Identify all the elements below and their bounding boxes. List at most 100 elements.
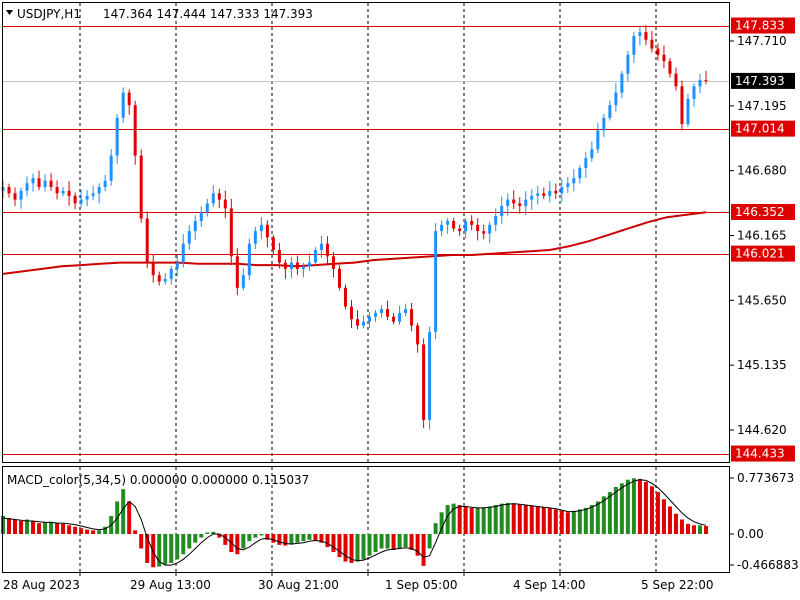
- candle-body: [91, 193, 95, 196]
- macd-bar: [277, 534, 282, 545]
- candle-body: [674, 73, 678, 87]
- macd-bar: [79, 528, 84, 534]
- candle-body: [434, 231, 438, 332]
- macd-bar: [595, 501, 600, 534]
- macd-bar: [421, 534, 426, 566]
- candle-body: [524, 199, 528, 206]
- macd-bar: [469, 507, 474, 534]
- macd-bar: [367, 534, 372, 556]
- candle-body: [223, 199, 227, 209]
- macd-bar: [187, 534, 192, 549]
- macd-bar: [625, 479, 630, 534]
- candle-body: [494, 215, 498, 225]
- horizontal-levels: [3, 26, 730, 455]
- macd-bar: [439, 512, 444, 534]
- macd-bar: [415, 534, 420, 556]
- macd-axis: 0.773673 0.00 -0.466883: [730, 471, 799, 572]
- candle-body: [295, 262, 299, 269]
- candle-body: [19, 190, 23, 200]
- candle-body: [61, 190, 65, 194]
- macd-bar: [247, 534, 252, 542]
- macd-bar: [385, 534, 390, 549]
- candle-body: [13, 193, 17, 200]
- candle-body: [482, 231, 486, 234]
- macd-bar: [475, 507, 480, 534]
- price-tick-label: 146.680: [737, 164, 787, 178]
- candle-body: [55, 187, 59, 194]
- macd-bar: [241, 534, 246, 549]
- macd-bar: [133, 530, 138, 534]
- macd-bar: [637, 478, 642, 534]
- macd-bar: [463, 506, 468, 534]
- macd-bar: [523, 505, 528, 534]
- macd-bar: [253, 534, 258, 538]
- macd-bar: [103, 526, 108, 534]
- price-tick-label: 146.165: [737, 229, 787, 243]
- macd-bar: [403, 534, 408, 548]
- candle-body: [283, 262, 287, 269]
- candle-body: [97, 187, 101, 194]
- candle-body: [428, 331, 432, 420]
- macd-histogram: [1, 478, 708, 568]
- macd-bar: [583, 507, 588, 534]
- candle-body: [422, 344, 426, 420]
- macd-signal-path: [2, 479, 707, 566]
- macd-bar: [235, 534, 240, 555]
- macd-bar: [283, 534, 288, 546]
- candle-body: [542, 193, 546, 196]
- candle-body: [277, 249, 281, 263]
- macd-bar: [511, 503, 516, 534]
- grid-lines: [79, 3, 657, 572]
- macd-bar: [169, 534, 174, 563]
- macd-bar: [157, 534, 162, 567]
- macd-bar: [667, 506, 672, 534]
- macd-bar: [43, 522, 48, 534]
- macd-bar: [601, 496, 606, 534]
- moving-average: [2, 211, 707, 275]
- price-tick-label: 144.620: [737, 423, 787, 437]
- candle-body: [620, 73, 624, 93]
- macd-panel-frame: [2, 466, 730, 573]
- macd-bar: [427, 534, 432, 549]
- macd-bar: [145, 534, 150, 563]
- macd-bar: [271, 534, 276, 543]
- candle-body: [506, 199, 510, 206]
- macd-bar: [199, 534, 204, 538]
- candle-body: [374, 312, 378, 317]
- macd-bar: [127, 501, 132, 534]
- time-tick-label: 5 Sep 22:00: [641, 578, 713, 592]
- macd-signal-line: [2, 479, 707, 566]
- candle-body: [79, 199, 83, 204]
- candle-body: [25, 183, 29, 191]
- macd-bar: [97, 530, 102, 534]
- candle-body: [265, 224, 269, 238]
- candle-body: [301, 266, 305, 269]
- candle-body: [368, 316, 372, 322]
- candle-body: [217, 193, 221, 200]
- macd-bar: [697, 525, 702, 534]
- macd-bar: [289, 534, 294, 545]
- candle-body: [31, 178, 35, 184]
- macd-bar: [685, 523, 690, 534]
- candle-body: [608, 105, 612, 118]
- candle-body: [349, 306, 353, 320]
- candle-body: [476, 224, 480, 232]
- candle-body: [416, 325, 420, 345]
- candle-body: [7, 187, 11, 194]
- macd-bar: [655, 492, 660, 534]
- macd-bar: [499, 503, 504, 534]
- level-tag-label: 144.433: [735, 447, 785, 461]
- candle-body: [289, 262, 293, 269]
- candle-body: [247, 243, 251, 276]
- macd-bar: [704, 526, 708, 534]
- macd-tick-label: -0.466883: [737, 558, 799, 572]
- candle-body: [668, 61, 672, 74]
- macd-bar: [217, 534, 222, 538]
- macd-bar: [7, 518, 12, 534]
- macd-bar: [493, 505, 498, 534]
- candle-body: [470, 221, 474, 225]
- dropdown-triangle-icon[interactable]: [6, 10, 13, 15]
- candle-body: [692, 86, 696, 99]
